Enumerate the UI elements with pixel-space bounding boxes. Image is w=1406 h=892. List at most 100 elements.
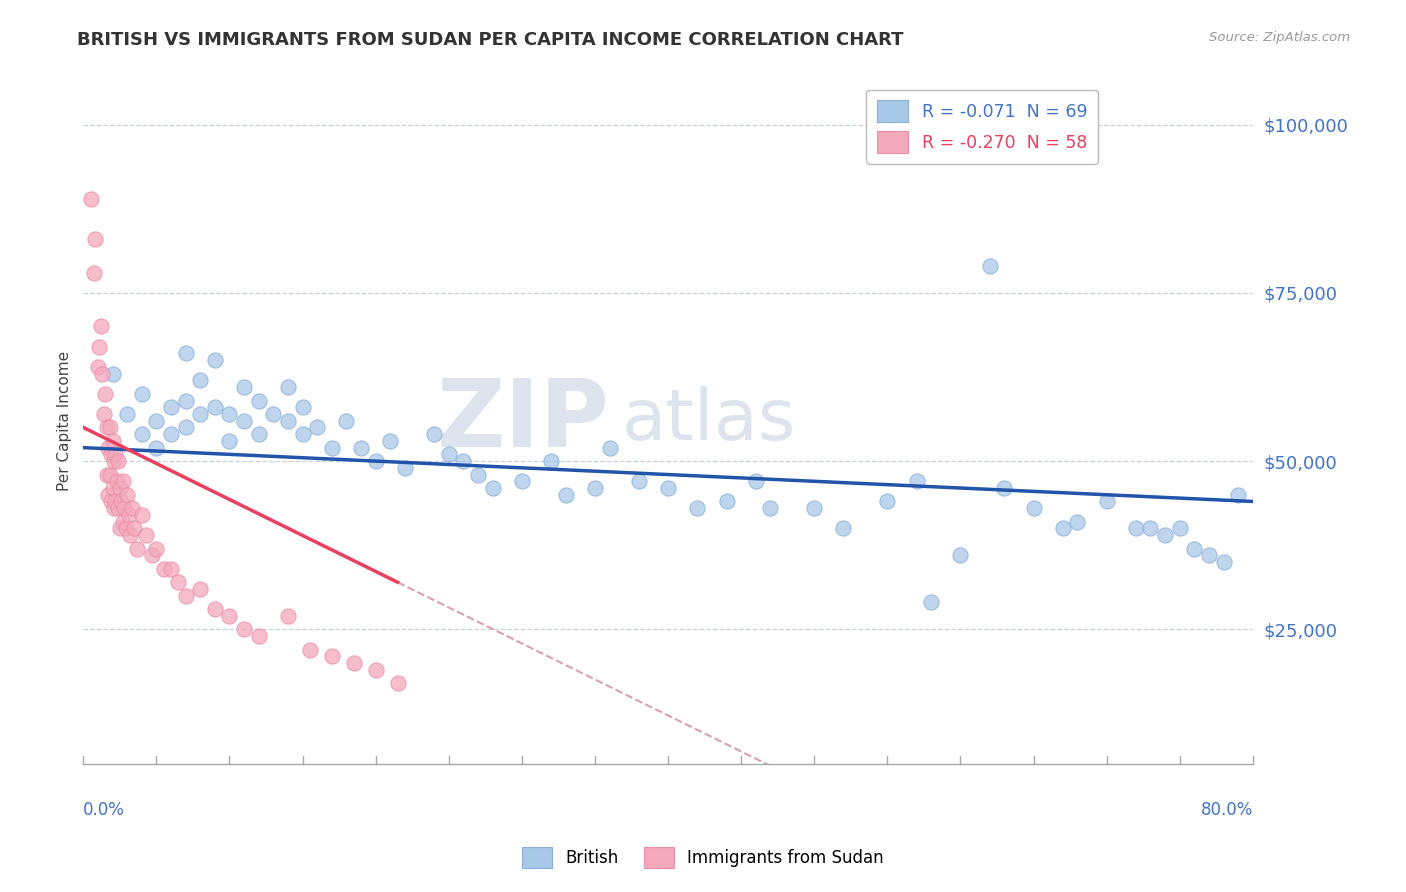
Point (1139, 521, 1161, 535)
Point (218, 608, 240, 623)
Text: 80.0%: 80.0% (1201, 801, 1253, 819)
Point (101, 434, 124, 448)
Point (467, 467, 489, 482)
Point (832, 521, 855, 535)
Point (481, 481, 503, 495)
Point (335, 414, 357, 428)
Point (115, 488, 138, 502)
Point (387, 676, 409, 690)
Point (554, 488, 576, 502)
Point (321, 649, 343, 664)
Text: BRITISH VS IMMIGRANTS FROM SUDAN PER CAPITA INCOME CORRELATION CHART: BRITISH VS IMMIGRANTS FROM SUDAN PER CAP… (77, 31, 904, 49)
Point (510, 475, 533, 489)
Point (1052, 521, 1074, 535)
Point (108, 481, 131, 495)
Point (993, 481, 1015, 495)
Point (96, 467, 118, 482)
Point (107, 454, 129, 468)
Point (905, 475, 928, 489)
Point (79, 192, 101, 206)
Point (135, 528, 157, 542)
Point (298, 642, 321, 657)
Point (188, 373, 211, 387)
Point (364, 663, 387, 677)
Point (110, 494, 132, 508)
Point (104, 494, 127, 508)
Point (307, 420, 329, 434)
Point (87, 359, 110, 374)
Point (233, 623, 256, 637)
Point (599, 441, 621, 455)
Point (83, 266, 105, 280)
Point (174, 420, 197, 434)
Point (145, 441, 167, 455)
Point (759, 501, 782, 516)
Point (291, 427, 314, 442)
Text: Source: ZipAtlas.com: Source: ZipAtlas.com (1209, 31, 1350, 45)
Point (204, 353, 226, 368)
Point (291, 401, 314, 415)
Point (277, 380, 299, 394)
Point (111, 475, 134, 489)
Point (1212, 555, 1234, 569)
Point (174, 589, 197, 603)
Point (127, 541, 149, 556)
Point (91, 367, 114, 381)
Point (96, 420, 118, 434)
Point (394, 460, 416, 475)
Point (350, 441, 373, 455)
Point (979, 259, 1001, 273)
Text: 0.0%: 0.0% (83, 801, 125, 819)
Point (84, 232, 107, 246)
Point (112, 501, 135, 516)
Point (167, 575, 190, 590)
Point (1066, 515, 1088, 529)
Point (93, 407, 115, 421)
Point (101, 481, 124, 495)
Point (188, 582, 211, 596)
Point (121, 501, 143, 516)
Point (94, 386, 117, 401)
Point (247, 427, 270, 442)
Y-axis label: Per Capita Income: Per Capita Income (58, 351, 72, 491)
Point (100, 447, 122, 461)
Point (277, 608, 299, 623)
Point (89, 340, 111, 354)
Point (204, 602, 226, 616)
Point (876, 494, 898, 508)
Point (131, 508, 153, 522)
Point (277, 414, 299, 428)
Point (1154, 528, 1177, 542)
Point (103, 501, 125, 516)
Point (627, 475, 650, 489)
Point (124, 521, 146, 535)
Point (131, 386, 153, 401)
Point (1095, 494, 1118, 508)
Point (1227, 488, 1250, 502)
Point (204, 401, 226, 415)
Point (262, 407, 284, 421)
Point (152, 562, 174, 576)
Point (98, 420, 121, 434)
Point (174, 346, 197, 360)
Point (453, 454, 475, 468)
Legend: British, Immigrants from Sudan: British, Immigrants from Sudan (516, 840, 890, 875)
Point (380, 434, 402, 448)
Point (1125, 521, 1147, 535)
Legend: R = -0.071  N = 69, R = -0.270  N = 58: R = -0.071 N = 69, R = -0.270 N = 58 (866, 89, 1098, 164)
Point (920, 595, 942, 609)
Point (101, 367, 124, 381)
Point (233, 380, 256, 394)
Point (105, 475, 128, 489)
Point (218, 407, 240, 421)
Point (160, 401, 183, 415)
Point (160, 562, 183, 576)
Point (97, 441, 120, 455)
Point (131, 427, 153, 442)
Point (98, 467, 121, 482)
Point (949, 549, 972, 563)
Point (343, 656, 366, 670)
Point (100, 494, 122, 508)
Point (364, 454, 387, 468)
Point (145, 541, 167, 556)
